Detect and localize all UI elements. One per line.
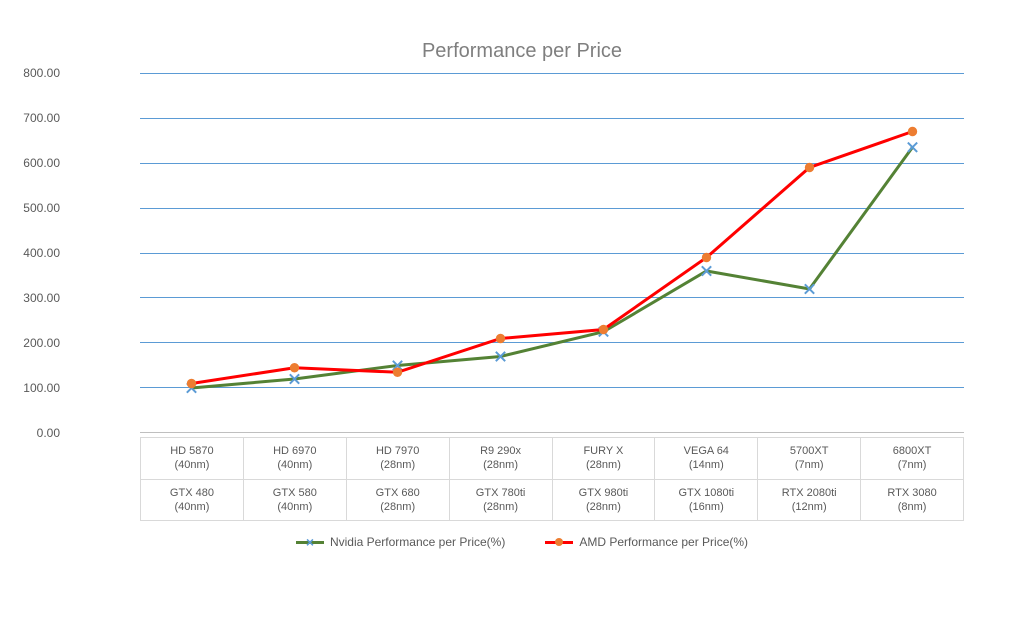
legend-label: Nvidia Performance per Price(%)	[330, 535, 505, 549]
x-category-nvidia: GTX 780ti(28nm)	[449, 479, 552, 521]
x-category-amd: 5700XT(7nm)	[758, 438, 861, 480]
x-category-amd: HD 6970(40nm)	[243, 438, 346, 480]
y-tick-label: 100.00	[0, 381, 60, 395]
x-axis-row-amd: HD 5870(40nm)HD 6970(40nm)HD 7970(28nm)R…	[141, 438, 964, 480]
legend-swatch: ×	[296, 541, 324, 544]
x-category-amd: HD 7970(28nm)	[346, 438, 449, 480]
legend-label: AMD Performance per Price(%)	[579, 535, 748, 549]
x-axis-table: HD 5870(40nm)HD 6970(40nm)HD 7970(28nm)R…	[140, 437, 964, 521]
x-axis-row-nvidia: GTX 480(40nm)GTX 580(40nm)GTX 680(28nm)G…	[141, 479, 964, 521]
series-marker	[702, 253, 710, 261]
y-axis-labels: 0.00100.00200.00300.00400.00500.00600.00…	[70, 73, 130, 433]
x-category-amd: HD 5870(40nm)	[141, 438, 244, 480]
series-marker	[393, 368, 401, 376]
series-marker	[908, 143, 917, 152]
x-category-amd: FURY X(28nm)	[552, 438, 655, 480]
x-category-nvidia: RTX 2080ti(12nm)	[758, 479, 861, 521]
plot-area: 0.00100.00200.00300.00400.00500.00600.00…	[80, 73, 964, 433]
y-tick-label: 700.00	[0, 111, 60, 125]
y-tick-label: 300.00	[0, 291, 60, 305]
series-marker	[599, 325, 607, 333]
series-marker	[908, 127, 916, 135]
x-category-nvidia: GTX 680(28nm)	[346, 479, 449, 521]
x-category-amd: R9 290x(28nm)	[449, 438, 552, 480]
legend-marker-icon	[555, 538, 563, 546]
y-tick-label: 600.00	[0, 156, 60, 170]
x-category-amd: 6800XT(7nm)	[861, 438, 964, 480]
legend-item: × Nvidia Performance per Price(%)	[296, 535, 505, 549]
x-category-nvidia: GTX 1080ti(16nm)	[655, 479, 758, 521]
y-tick-label: 0.00	[0, 426, 60, 440]
x-category-nvidia: GTX 980ti(28nm)	[552, 479, 655, 521]
legend-item: AMD Performance per Price(%)	[545, 535, 748, 549]
series-marker	[187, 379, 195, 387]
y-tick-label: 400.00	[0, 246, 60, 260]
y-tick-label: 500.00	[0, 201, 60, 215]
series-marker	[496, 334, 504, 342]
chart-container: Performance per Price 0.00100.00200.0030…	[0, 0, 1024, 640]
series-marker	[805, 163, 813, 171]
chart-title: Performance per Price	[80, 40, 964, 63]
legend: × Nvidia Performance per Price(%) AMD Perf…	[80, 535, 964, 549]
y-tick-label: 200.00	[0, 336, 60, 350]
x-category-nvidia: GTX 580(40nm)	[243, 479, 346, 521]
x-category-nvidia: GTX 480(40nm)	[141, 479, 244, 521]
legend-swatch	[545, 541, 573, 544]
x-category-amd: VEGA 64(14nm)	[655, 438, 758, 480]
series-line	[192, 132, 913, 384]
series-svg	[140, 73, 964, 433]
x-category-nvidia: RTX 3080(8nm)	[861, 479, 964, 521]
series-marker	[290, 364, 298, 372]
series-line	[192, 147, 913, 388]
y-tick-label: 800.00	[0, 66, 60, 80]
